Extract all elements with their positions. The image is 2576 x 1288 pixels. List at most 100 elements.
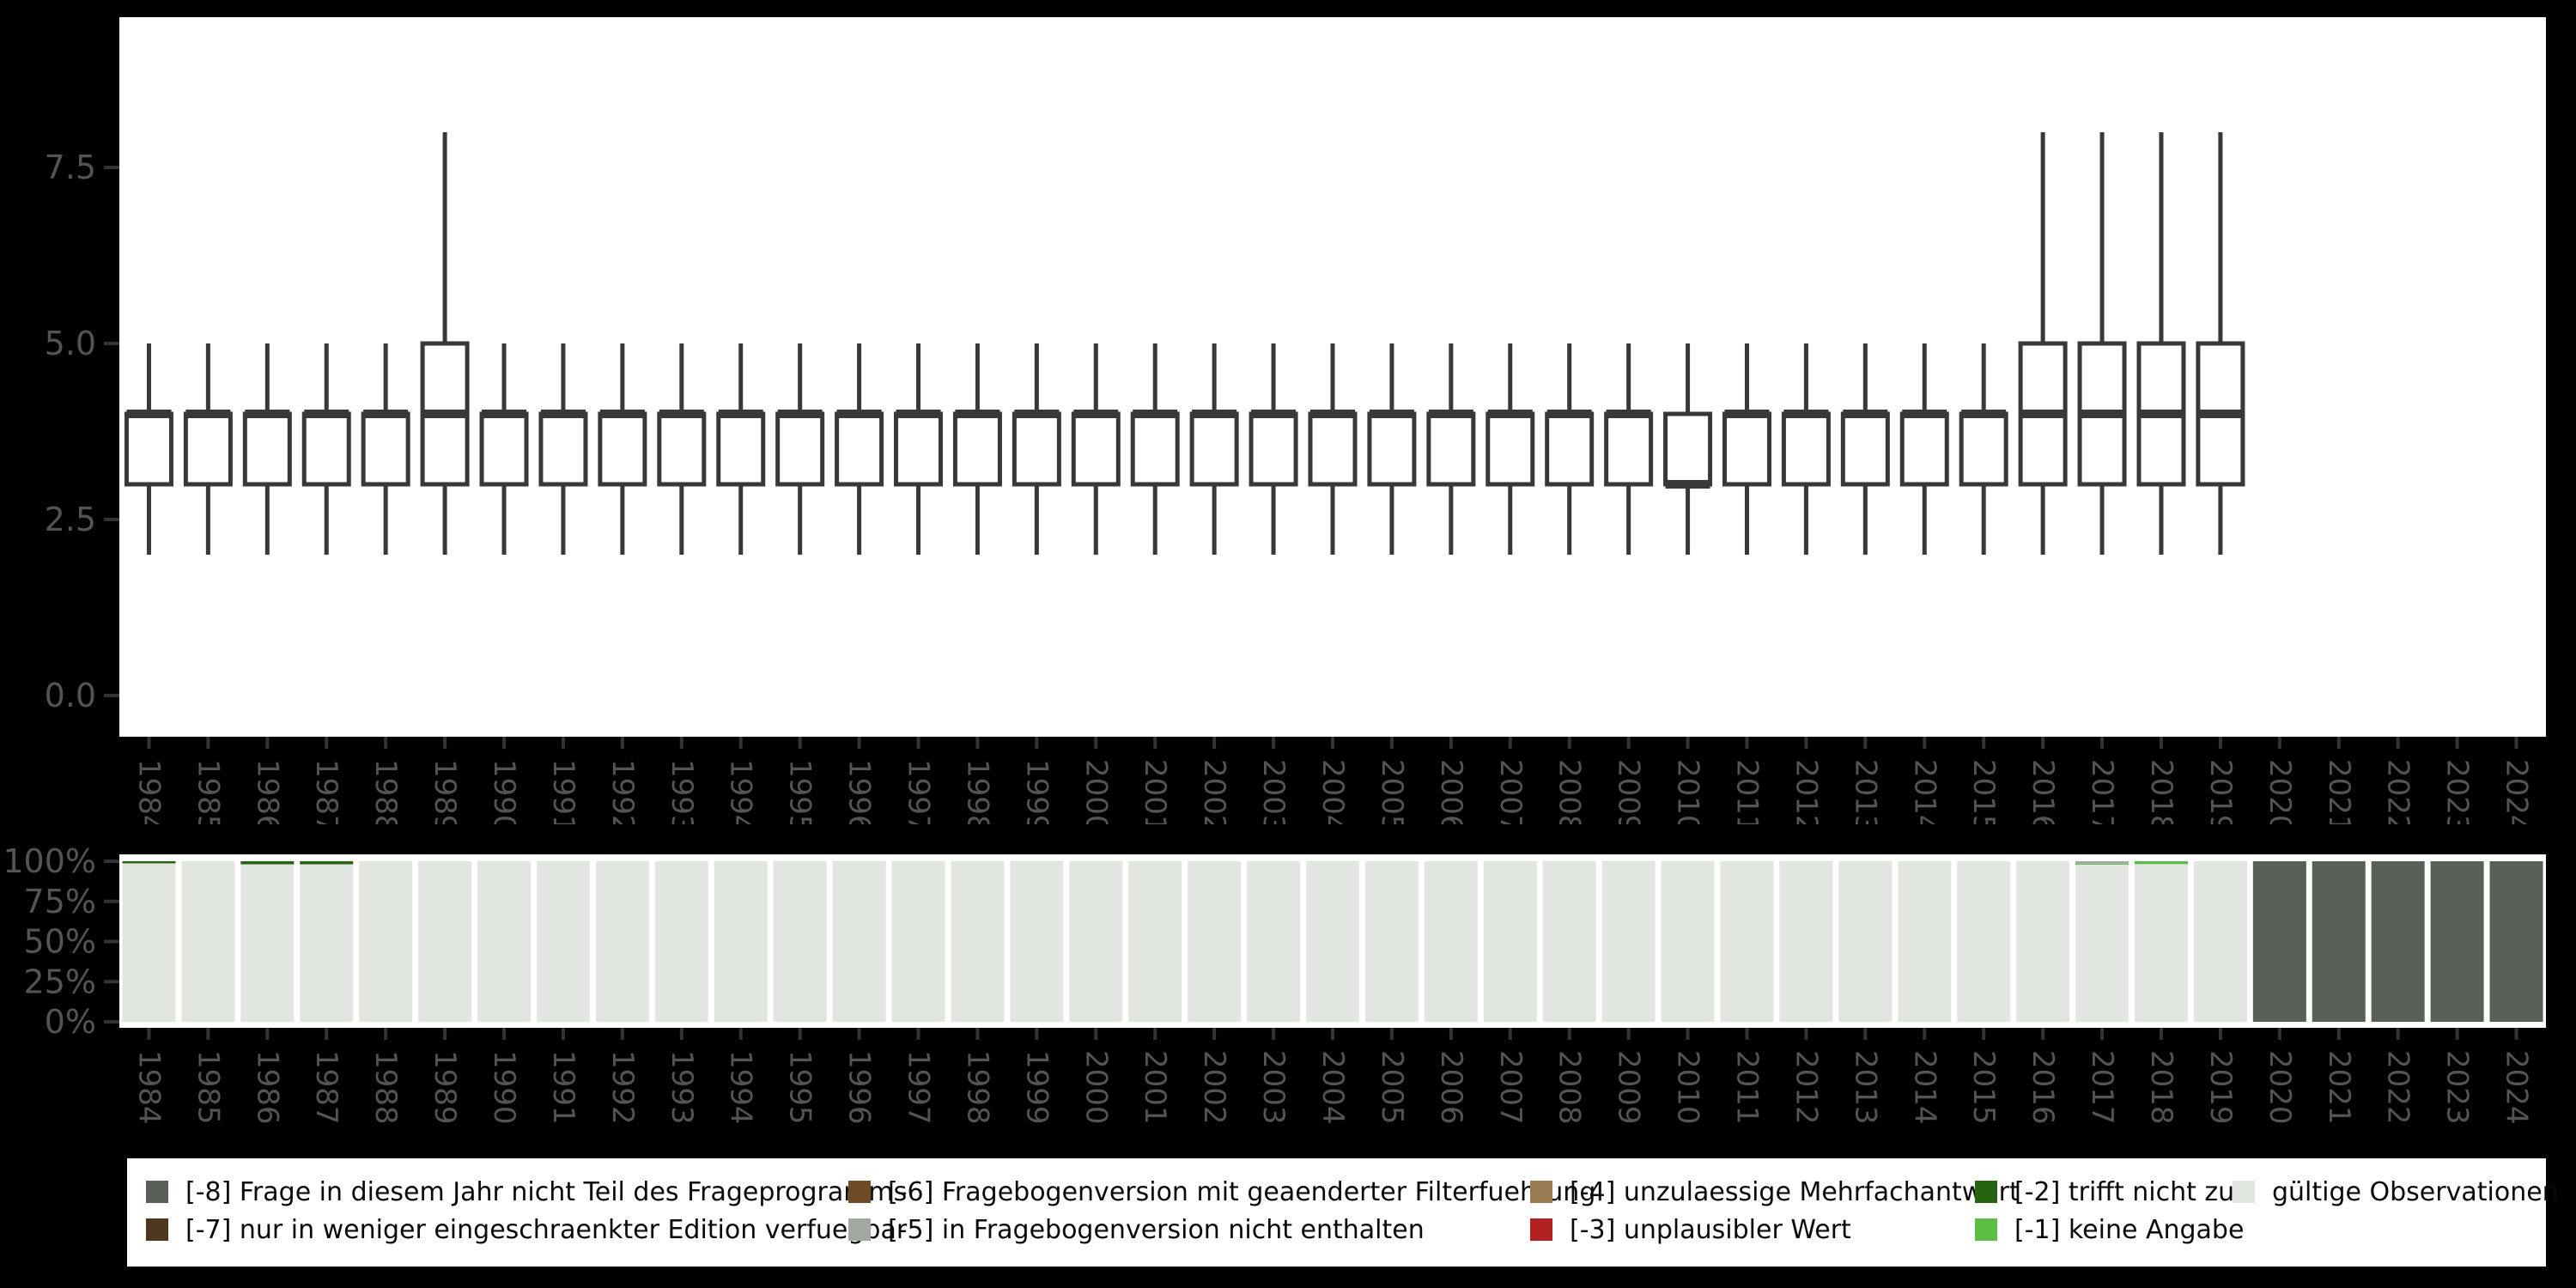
x-axis-year-label: 2012 xyxy=(1789,759,1823,824)
x-axis-year-label: 2015 xyxy=(1966,759,2001,824)
x-axis-year-label: 2011 xyxy=(1729,1050,1764,1125)
missing-shares-chart: 0%25%50%75%100% 1984 1985 1986 1987 1988 1989 1… xyxy=(3,842,2546,1125)
bar-segment-valid xyxy=(1483,861,1537,1022)
x-axis-year-label: 1988 xyxy=(368,1050,403,1125)
x-axis-year-label: 2018 xyxy=(2144,759,2178,824)
boxplot xyxy=(2077,132,2127,555)
boxplot xyxy=(1012,343,1061,555)
bar-segment-valid xyxy=(240,864,295,1022)
bar-segment-valid xyxy=(359,861,413,1022)
x-axis-year-label: 1996 xyxy=(842,1050,877,1125)
x-axis-year-label: 2021 xyxy=(2322,759,2356,824)
bar-segment-valid xyxy=(2193,861,2247,1022)
x-axis-year-label: 2010 xyxy=(1671,759,1705,824)
x-axis-year-label: 1989 xyxy=(428,1050,462,1125)
legend-swatch-valid xyxy=(2233,1181,2255,1203)
bar-segment-valid xyxy=(1069,861,1123,1022)
bar-segment-valid xyxy=(1720,861,1774,1022)
boxplot xyxy=(1249,343,1298,555)
legend-swatch--5 xyxy=(848,1218,871,1241)
x-axis-year-label: 2018 xyxy=(2144,1050,2178,1125)
legend-item--8: [-8] Frage in diesem Jahr nicht Teil des… xyxy=(146,1175,907,1209)
legend-label: [-3] unplausibler Wert xyxy=(1570,1214,1851,1245)
x-axis-year-label: 1990 xyxy=(487,759,521,824)
x-axis-year-label: 2023 xyxy=(2440,759,2475,824)
bar-segment-valid xyxy=(1247,861,1301,1022)
legend-item--5: [-5] in Fragebogenversion nicht enthalte… xyxy=(848,1212,1425,1247)
iqr-box xyxy=(952,411,1002,487)
x-axis-year-label: 2004 xyxy=(1315,1050,1350,1125)
iqr-box xyxy=(1367,411,1417,487)
bar-segment-valid xyxy=(1128,861,1182,1022)
x-axis-year-label: 2022 xyxy=(2381,759,2415,824)
boxplot xyxy=(1899,343,1949,555)
legend: [-8] Frage in diesem Jahr nicht Teil des… xyxy=(127,1158,2559,1267)
legend-swatch--8 xyxy=(146,1181,168,1203)
bar-segment-valid xyxy=(951,861,1005,1022)
x-axis-year-label: 2003 xyxy=(1256,759,1291,824)
x-axis-year-label: 2009 xyxy=(1612,1050,1646,1125)
x-axis-year-label: 2008 xyxy=(1552,1050,1587,1125)
boxplot xyxy=(1722,343,1771,555)
x-axis-year-label: 1992 xyxy=(605,1050,640,1125)
x-axis-year-label: 2024 xyxy=(2500,759,2534,824)
legend-item--2: [-2] trifft nicht zu xyxy=(1975,1175,2234,1209)
x-axis-year-label: 1984 xyxy=(131,759,166,824)
bar-segment-valid xyxy=(300,864,354,1022)
iqr-box xyxy=(301,411,351,487)
x-axis-year-label: 1991 xyxy=(546,759,580,824)
x-axis-year-label: 1986 xyxy=(250,759,284,824)
x-axis-year-label: 2006 xyxy=(1434,759,1468,824)
x-axis-year-label: 1985 xyxy=(191,1050,225,1125)
x-axis-year-label: 2020 xyxy=(2263,759,2297,824)
x-axis-year-label: 2011 xyxy=(1729,759,1764,824)
iqr-box xyxy=(1899,411,1949,487)
boxplot xyxy=(242,343,292,555)
boxplot xyxy=(952,343,1002,555)
bar-segment-valid xyxy=(1957,861,2011,1022)
iqr-box xyxy=(361,411,410,487)
y-axis-tick-label: 25% xyxy=(24,963,96,1000)
bar-segment-valid xyxy=(1838,861,1893,1022)
bar-segment-valid xyxy=(122,863,176,1022)
boxplot xyxy=(124,343,173,555)
x-axis-year-label: 1990 xyxy=(487,1050,521,1125)
boxplot-chart: 0.0 2.5 5.0 7.5 1984 1985 1986 1987 1988 1989 1990… xyxy=(45,17,2546,824)
bar-segment--8 xyxy=(2312,861,2366,1022)
x-axis-year-label: 1999 xyxy=(1019,1050,1054,1125)
boxplot xyxy=(361,343,410,555)
bar-segment-valid xyxy=(2134,864,2188,1022)
x-axis-year-label: 2000 xyxy=(1078,759,1113,824)
iqr-box xyxy=(1722,411,1771,487)
bar-segment-valid xyxy=(1188,861,1242,1022)
iqr-box xyxy=(1249,411,1298,487)
x-axis-year-label: 1991 xyxy=(546,1050,580,1125)
iqr-box xyxy=(598,411,647,487)
boxplot xyxy=(1959,343,2008,555)
x-axis-year-label: 2017 xyxy=(2085,759,2119,824)
legend-label: [-2] trifft nicht zu xyxy=(2014,1176,2235,1207)
x-axis-year-label: 1993 xyxy=(665,1050,699,1125)
bar-segment-valid xyxy=(595,861,649,1022)
legend-item--4: [-4] unzulaessige Mehrfachantwort xyxy=(1530,1175,2020,1209)
x-axis-year-label: 2014 xyxy=(1907,759,1941,824)
bar-segment-valid xyxy=(181,861,235,1022)
x-axis-year-label: 1985 xyxy=(191,759,225,824)
boxplot xyxy=(835,343,884,555)
x-axis-year-label: 2019 xyxy=(2203,1050,2238,1125)
bar-segment-valid xyxy=(2075,864,2129,1022)
boxplot xyxy=(1485,343,1535,555)
bar-segment-valid xyxy=(1661,861,1715,1022)
iqr-box xyxy=(1189,411,1239,487)
y-axis-tick-label: 0.0 xyxy=(45,677,96,714)
bar-segment--1 xyxy=(2134,861,2188,865)
y-axis-tick-label: 75% xyxy=(24,883,96,920)
boxplot xyxy=(479,343,529,555)
iqr-box xyxy=(479,411,529,487)
iqr-box xyxy=(1485,411,1535,487)
iqr-box xyxy=(775,411,825,487)
legend-item--3: [-3] unplausibler Wert xyxy=(1530,1212,1851,1247)
bar-segment--8 xyxy=(2430,861,2484,1022)
bar-segment-valid xyxy=(832,861,886,1022)
